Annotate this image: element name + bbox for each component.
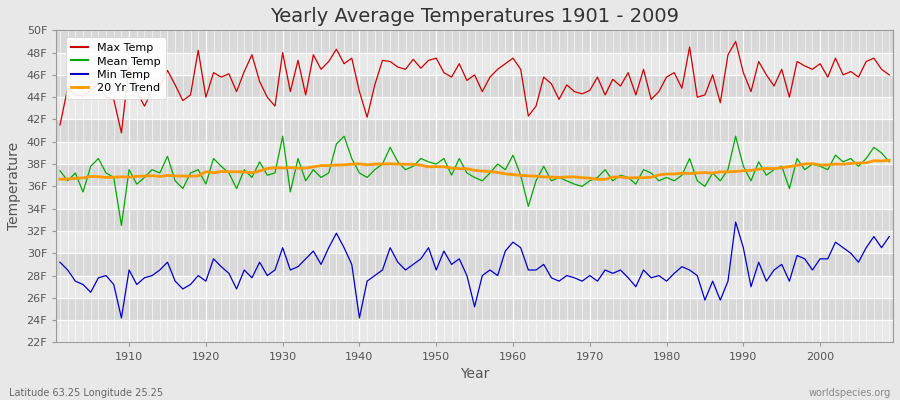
- Bar: [56, 75, 893, 97]
- Bar: [56, 298, 893, 320]
- Title: Yearly Average Temperatures 1901 - 2009: Yearly Average Temperatures 1901 - 2009: [270, 7, 680, 26]
- Legend: Max Temp, Mean Temp, Min Temp, 20 Yr Trend: Max Temp, Mean Temp, Min Temp, 20 Yr Tre…: [66, 37, 166, 99]
- Bar: [56, 186, 893, 209]
- Bar: [56, 142, 893, 164]
- Bar: [56, 30, 893, 52]
- Bar: [56, 209, 893, 231]
- Text: worldspecies.org: worldspecies.org: [809, 388, 891, 398]
- Bar: [56, 231, 893, 253]
- Bar: [56, 97, 893, 120]
- Y-axis label: Temperature: Temperature: [7, 142, 21, 230]
- Bar: [56, 120, 893, 142]
- Text: Latitude 63.25 Longitude 25.25: Latitude 63.25 Longitude 25.25: [9, 388, 163, 398]
- Bar: [56, 253, 893, 276]
- Bar: [56, 52, 893, 75]
- Bar: [56, 320, 893, 342]
- Bar: [56, 276, 893, 298]
- X-axis label: Year: Year: [460, 367, 490, 381]
- Bar: [56, 164, 893, 186]
